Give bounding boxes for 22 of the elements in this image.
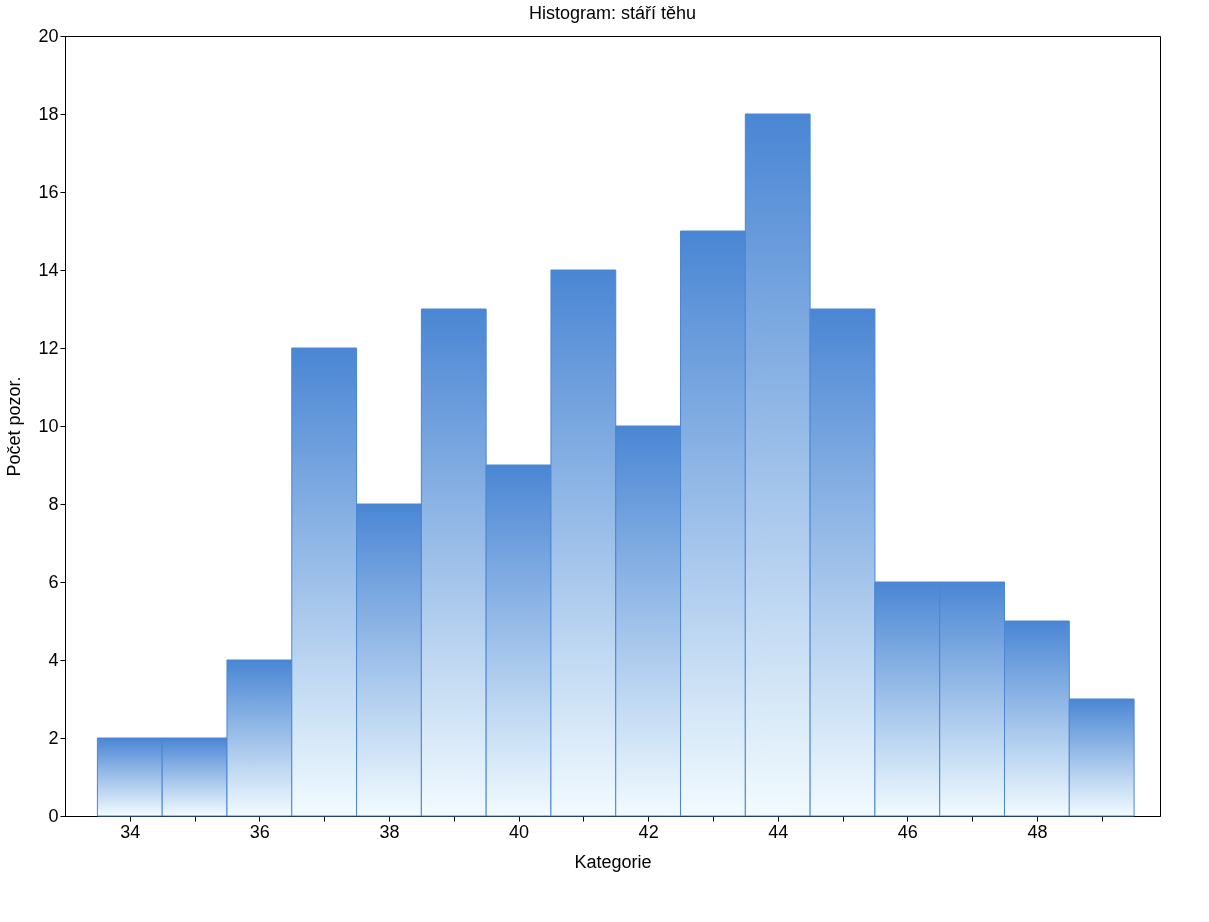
x-tick-label: 46 [897,821,918,842]
y-tick-label: 10 [38,415,59,436]
y-tick-label: 6 [48,571,59,592]
y-tick-label: 4 [48,649,59,670]
y-tick-label: 20 [38,25,59,46]
x-tick-label: 38 [379,821,400,842]
y-tick-label: 2 [48,727,59,748]
y-tick-label: 12 [38,337,59,358]
chart-title: Histogram: stáří těhu [528,3,697,23]
y-tick-label: 16 [38,181,59,202]
y-tick-label: 14 [38,259,59,280]
y-axis-title: Počet pozor. [4,376,25,477]
y-tick-label: 18 [38,103,59,124]
y-tick-label: 8 [48,493,59,514]
y-tick-label: 0 [48,805,59,826]
x-tick-label: 40 [509,821,530,842]
x-tick-label: 36 [249,821,270,842]
x-tick-label: 44 [768,821,789,842]
x-tick-label: 48 [1027,821,1048,842]
x-tick-label: 34 [120,821,141,842]
x-axis-title: Kategorie [574,851,652,872]
x-tick-label: 42 [638,821,659,842]
